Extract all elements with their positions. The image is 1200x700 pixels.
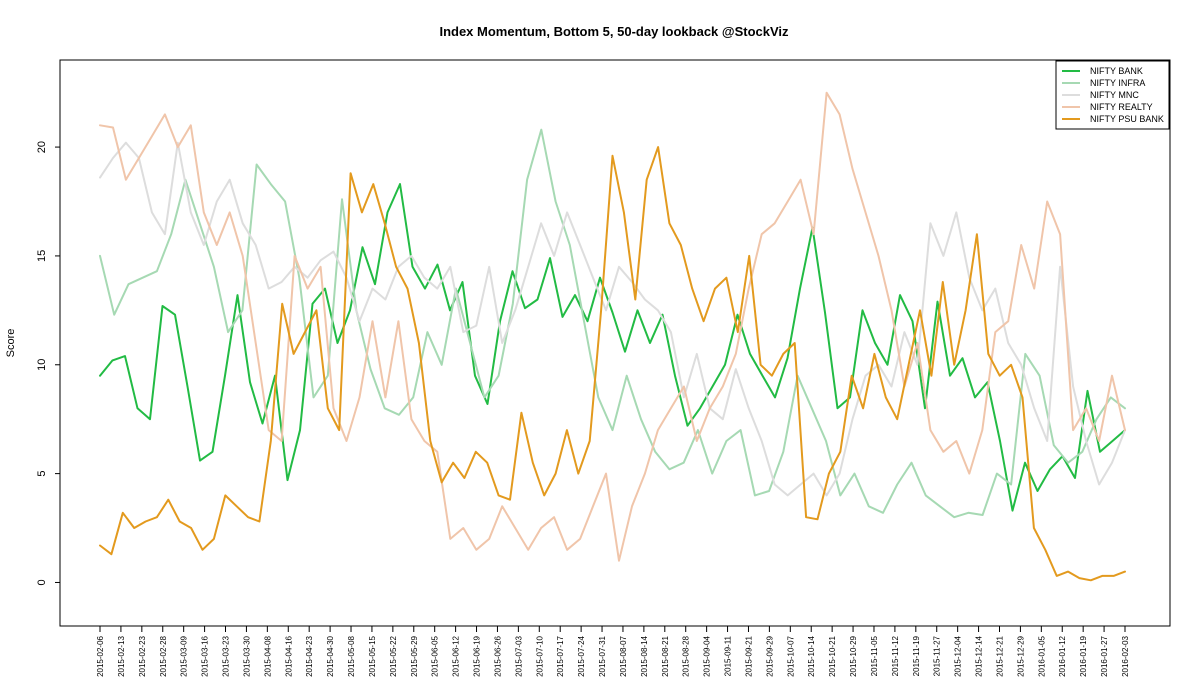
series-line-nifty-bank: [99, 183, 1126, 512]
x-tick-label: 2015-07-03: [514, 635, 523, 676]
x-tick-label: 2015-03-30: [242, 635, 251, 676]
x-tick-label: 2015-07-31: [598, 635, 607, 676]
x-tick-label: 2016-01-19: [1079, 635, 1088, 676]
x-tick-label: 2016-01-12: [1058, 635, 1067, 676]
x-tick-label: 2015-09-21: [744, 635, 753, 676]
y-tick-label: 10: [36, 359, 48, 371]
legend-entry: NIFTY BANK: [1090, 66, 1143, 76]
x-tick-label: 2015-05-15: [368, 635, 377, 676]
x-tick-label: 2015-08-28: [682, 635, 691, 676]
x-tick-label: 2016-02-03: [1121, 635, 1130, 676]
x-tick-label: 2015-12-29: [1016, 635, 1025, 676]
series-line-nifty-psu-bank: [99, 146, 1126, 582]
legend-entry: NIFTY REALTY: [1090, 102, 1153, 112]
x-tick-label: 2015-05-29: [410, 635, 419, 676]
x-tick-label: 2015-04-16: [284, 635, 293, 676]
x-axis: 2015-02-06 2015-02-13 2015-02-23 2015-02-28…: [96, 626, 1130, 677]
x-tick-label: 2015-04-08: [263, 635, 272, 676]
x-tick-label: 2015-11-27: [933, 635, 942, 676]
y-axis: 0 5 10 15 20: [36, 141, 60, 586]
x-tick-label: 2015-06-12: [452, 635, 461, 676]
x-tick-label: 2015-10-07: [786, 635, 795, 676]
x-tick-label: 2015-11-12: [891, 635, 900, 676]
x-tick-label: 2015-03-16: [201, 635, 210, 676]
x-tick-label: 2015-07-24: [577, 635, 586, 676]
legend-entry: NIFTY MNC: [1090, 90, 1139, 100]
x-tick-label: 2015-06-26: [493, 635, 502, 676]
x-tick-label: 2015-06-05: [431, 635, 440, 676]
plot-area: [59, 59, 1171, 627]
chart-title: Index Momentum, Bottom 5, 50-day lookbac…: [439, 24, 789, 39]
x-tick-label: 2015-04-23: [305, 635, 314, 676]
x-tick-label: 2015-08-14: [640, 635, 649, 676]
legend-entry: NIFTY INFRA: [1090, 78, 1145, 88]
x-tick-label: 2015-08-07: [619, 635, 628, 676]
x-tick-label: 2015-08-21: [661, 635, 670, 676]
x-tick-label: 2015-09-11: [724, 635, 733, 676]
x-tick-label: 2015-05-08: [347, 635, 356, 676]
x-tick-label: 2015-02-13: [117, 635, 126, 676]
x-tick-label: 2015-09-04: [703, 635, 712, 676]
series-line-nifty-infra: [99, 128, 1126, 519]
x-tick-label: 2015-06-19: [473, 635, 482, 676]
x-tick-label: 2015-07-17: [556, 635, 565, 676]
y-tick-label: 20: [36, 141, 48, 153]
x-tick-label: 2015-12-14: [975, 635, 984, 676]
y-tick-label: 5: [36, 471, 48, 477]
y-tick-label: 0: [36, 579, 48, 585]
x-tick-label: 2015-04-30: [326, 635, 335, 676]
series-line-nifty-mnc: [99, 141, 1126, 497]
x-tick-label: 2015-10-14: [807, 635, 816, 676]
x-tick-label: 2015-05-22: [389, 635, 398, 676]
x-tick-label: 2015-11-19: [912, 635, 921, 676]
x-tick-label: 2015-10-21: [828, 635, 837, 676]
x-tick-label: 2015-12-04: [954, 635, 963, 676]
x-tick-label: 2015-07-10: [535, 635, 544, 676]
x-tick-label: 2015-02-28: [159, 635, 168, 676]
x-tick-label: 2015-11-05: [870, 635, 879, 676]
x-tick-label: 2015-02-23: [138, 635, 147, 676]
x-tick-label: 2015-09-29: [765, 635, 774, 676]
x-tick-label: 2015-02-06: [96, 635, 105, 676]
x-tick-label: 2015-03-09: [180, 635, 189, 676]
y-axis-label: Score: [5, 329, 17, 358]
x-tick-label: 2016-01-27: [1100, 635, 1109, 676]
legend: NIFTY BANK NIFTY INFRA NIFTY MNC NIFTY REAL…: [1055, 60, 1170, 130]
x-tick-label: 2015-12-21: [995, 635, 1004, 676]
legend-entry: NIFTY PSU BANK: [1090, 114, 1164, 124]
x-tick-label: 2016-01-05: [1037, 635, 1046, 676]
x-tick-label: 2015-03-23: [222, 635, 231, 676]
y-tick-label: 15: [36, 250, 48, 262]
x-tick-label: 2015-10-29: [849, 635, 858, 676]
series-lines: [99, 91, 1126, 582]
